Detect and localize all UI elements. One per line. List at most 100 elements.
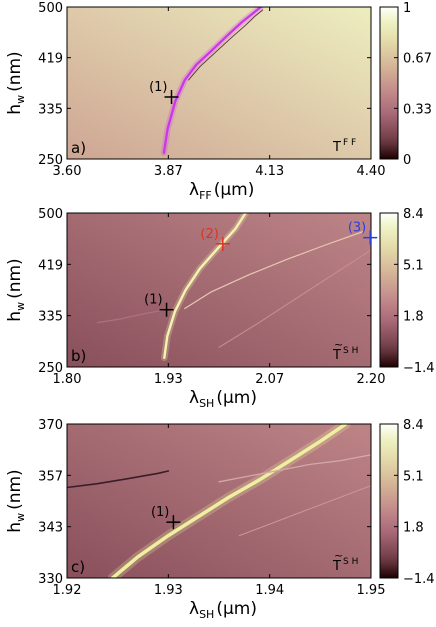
- plot-frame: [66, 6, 372, 160]
- y-axis-symbol: h: [5, 522, 25, 533]
- quantity-tilde: ~: [334, 549, 343, 562]
- x-tick-label: 3.87: [154, 164, 183, 179]
- quantity-superscript: F F: [343, 138, 356, 148]
- y-tick-label: 250: [38, 153, 63, 168]
- colorbar-gradient: [379, 423, 399, 579]
- colorbar-gradient: [379, 6, 399, 160]
- marker-label: (1): [144, 293, 162, 308]
- x-tick-label: 1.94: [255, 583, 284, 598]
- curves: [96, 213, 371, 362]
- chart-panel-1: 3.60 3.87 4.13 4.40 250 335 419 500 λFF (µm) hw (nm…: [5, 1, 432, 202]
- heatmap-background: [67, 7, 371, 159]
- y-tick-label: 419: [38, 52, 63, 67]
- x-tick-label: 1.93: [154, 372, 183, 387]
- quantity-superscript: S H: [343, 557, 358, 567]
- y-tick-label: 500: [38, 207, 63, 222]
- y-axis-subscript: w: [14, 513, 27, 522]
- quantity-base: T: [332, 140, 341, 155]
- colorbar-tick-label: 0.33: [403, 102, 432, 117]
- marker-label: (2): [200, 227, 218, 242]
- x-axis-subscript: FF: [199, 189, 212, 202]
- series-line-2: [184, 230, 364, 310]
- series-line-1: [163, 213, 247, 359]
- x-axis-label: λSH (µm): [189, 599, 257, 621]
- y-axis-unit: (nm): [5, 51, 25, 92]
- x-tick-label: 1.92: [53, 583, 82, 598]
- x-axis-unit: (µm): [214, 180, 255, 200]
- quantity-base: T: [332, 348, 341, 363]
- x-axis-label: λFF (µm): [189, 180, 254, 202]
- colorbar-tick-label: 1.8: [403, 521, 424, 536]
- y-tick-label: 500: [38, 1, 63, 16]
- marker-2: (2): [200, 227, 230, 251]
- heatmap-background: [67, 424, 371, 578]
- colorbar: 0 0.33 0.67 1: [379, 1, 432, 168]
- series-line-3: [218, 249, 371, 348]
- colorbar-tick-label: 0: [403, 153, 411, 168]
- x-axis-symbol: λ: [189, 180, 199, 200]
- x-tick-label: 1.93: [154, 583, 183, 598]
- plot-frame: [66, 212, 372, 368]
- heatmap-background: [67, 213, 371, 367]
- x-tick-label: 1.95: [357, 583, 386, 598]
- plot-frame: [66, 423, 372, 579]
- colorbar: −1.4 1.8 5.1 8.4: [379, 418, 435, 587]
- x-axis-subscript: SH: [199, 397, 214, 410]
- marker-3: (3): [348, 221, 378, 245]
- x-tick-label: 2.20: [357, 372, 386, 387]
- y-tick-label: 335: [38, 310, 63, 325]
- y-tick-label: 419: [38, 258, 63, 273]
- colorbar-tick-label: 5.1: [403, 258, 424, 273]
- colorbar-tick-label: 0.67: [403, 52, 432, 67]
- panel-label: b): [71, 347, 86, 365]
- series-line-4: [67, 470, 170, 489]
- marker-label: (1): [151, 505, 169, 520]
- quantity-base: T: [332, 559, 341, 574]
- x-axis-label: λSH (µm): [189, 388, 257, 410]
- x-tick-label: 2.07: [255, 372, 284, 387]
- x-tick-label: 4.13: [255, 164, 284, 179]
- x-tick-label: 3.60: [53, 164, 82, 179]
- y-axis-label: hw (nm): [5, 258, 27, 321]
- chart-panel-2: 1.80 1.93 2.07 2.20 250 335 419 500 λSH (µm) hw (nm…: [5, 207, 435, 410]
- marker-1: (1): [144, 293, 174, 317]
- x-axis-unit: (µm): [216, 599, 257, 619]
- y-tick-label: 343: [38, 521, 63, 536]
- marker-1: (1): [151, 505, 181, 530]
- y-tick-label: 335: [38, 102, 63, 117]
- y-axis-symbol: h: [5, 104, 25, 115]
- y-axis-unit: (nm): [5, 469, 25, 510]
- curves: [160, 7, 264, 156]
- x-tick-label: 1.80: [53, 372, 82, 387]
- series-line-4: [96, 309, 167, 324]
- colorbar-tick-label: −1.4: [403, 572, 435, 587]
- colorbar-tick-label: −1.4: [403, 361, 435, 376]
- colorbar-tick-label: 5.1: [403, 469, 424, 484]
- x-axis-symbol: λ: [189, 599, 199, 619]
- series-line-1: [162, 7, 262, 154]
- series-line-1: [110, 424, 348, 578]
- y-axis-subscript: w: [14, 95, 27, 104]
- x-axis-subscript: SH: [199, 608, 214, 621]
- colorbar-tick-label: 1: [403, 1, 411, 16]
- quantity-label: T~ S H: [332, 338, 358, 363]
- colorbar-gradient: [379, 212, 399, 368]
- quantity-label: T~ S H: [332, 549, 358, 574]
- y-axis-unit: (nm): [5, 258, 25, 299]
- chart-panel-3: 1.92 1.93 1.94 1.95 330 343 357 370 λSH (µm) hw (nm…: [5, 418, 435, 621]
- colorbar-tick-label: 8.4: [403, 207, 424, 222]
- marker-label: (1): [149, 80, 167, 95]
- y-tick-label: 370: [38, 418, 63, 433]
- colorbar: −1.4 1.8 5.1 8.4: [379, 207, 435, 376]
- series-line-2: [218, 454, 371, 483]
- x-axis-symbol: λ: [189, 388, 199, 408]
- colorbar-tick-label: 8.4: [403, 418, 424, 433]
- y-tick-label: 250: [38, 361, 63, 376]
- panel-label: c): [71, 558, 85, 576]
- colorbar-tick-label: 1.8: [403, 310, 424, 325]
- quantity-superscript: S H: [343, 346, 358, 356]
- y-axis-symbol: h: [5, 311, 25, 322]
- y-axis-label: hw (nm): [5, 469, 27, 532]
